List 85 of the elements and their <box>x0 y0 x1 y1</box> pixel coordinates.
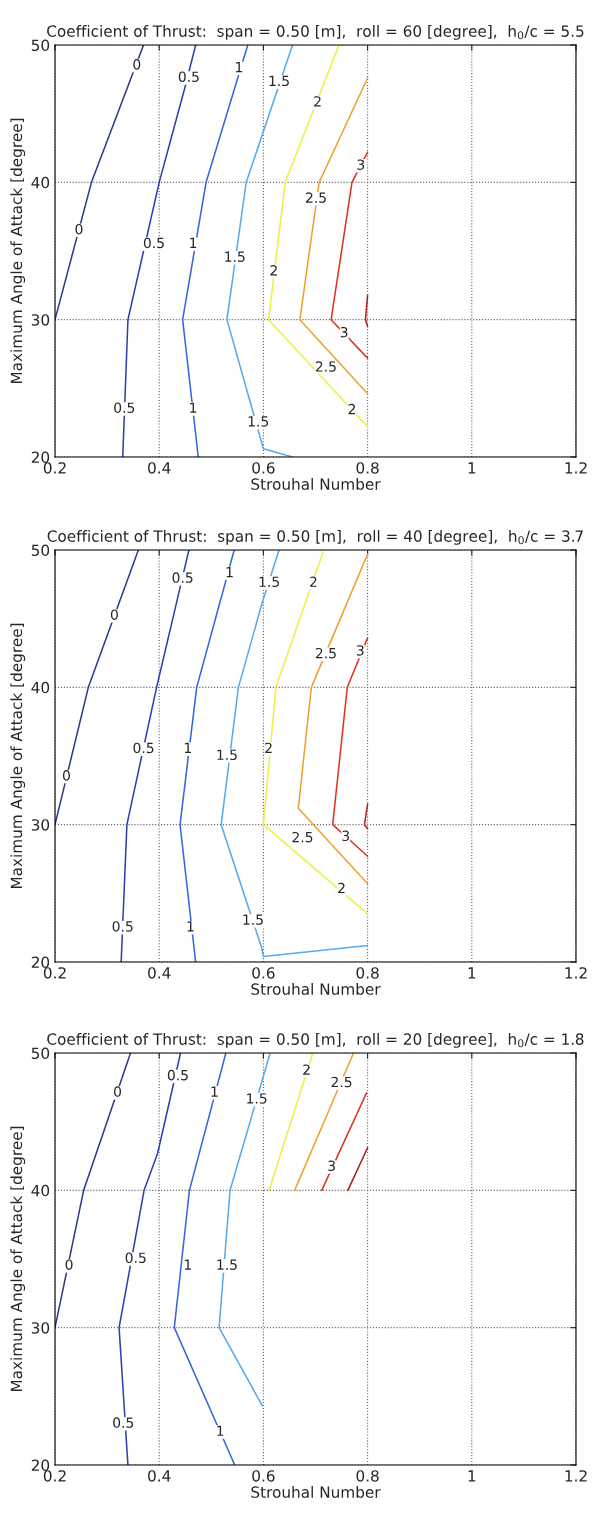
annotation: 3 <box>340 326 348 338</box>
annotation: 1 <box>187 921 194 932</box>
annotation: 1 <box>184 742 191 753</box>
annotation: 1 <box>226 567 233 578</box>
annotation: 1 <box>184 1259 191 1270</box>
annotation: 0 <box>110 609 118 620</box>
annotation: 1 <box>190 402 197 413</box>
x-tick-label: 0.4 <box>148 1470 171 1482</box>
chart-title: Coefficient of Thrust: span = 0.50 [m], roll = 20 [degree], h$_{0}$/c = 1.8 <box>47 1033 584 1048</box>
annotation: 2.5 <box>315 647 336 659</box>
x-tick-label: 1 <box>468 967 476 979</box>
annotation: 3 <box>342 830 350 842</box>
x-tick-label: 0.8 <box>356 967 379 979</box>
annotation: 1 <box>211 1086 218 1097</box>
y-tick-label: 40 <box>31 1184 50 1197</box>
annotation: 2.5 <box>305 192 326 203</box>
chart-title: Coefficient of Thrust: span = 0.50 [m], roll = 40 [degree], h$_{0}$/c = 3.7 <box>47 530 583 545</box>
annotation: 1.5 <box>243 914 263 925</box>
annotation: 2 <box>338 882 345 894</box>
x-tick-label: 0.4 <box>148 967 171 979</box>
annotation: 0 <box>62 770 70 781</box>
x-tick-label: 1.2 <box>565 462 587 474</box>
annotation: 1.5 <box>259 576 279 587</box>
annotation: 3 <box>356 645 364 656</box>
annotation: 0.5 <box>172 572 193 583</box>
x-tick-label: 0.2 <box>43 1470 66 1482</box>
annotation: 3 <box>328 1160 335 1172</box>
annotation: 2 <box>265 742 272 753</box>
y-axis-title: Maximum Angle of Attack [degree] <box>10 623 26 889</box>
x-tick-label: 0.2 <box>43 967 66 979</box>
annotation: 1.5 <box>217 749 237 761</box>
x-axis-title: Strouhal Number <box>251 983 381 995</box>
annotation: 2.5 <box>292 831 313 843</box>
annotation: 0.5 <box>113 1417 134 1428</box>
x-tick-label: 1 <box>468 462 476 474</box>
y-tick-label: 30 <box>31 819 50 831</box>
x-tick-label: 0.6 <box>252 1470 275 1482</box>
annotation: 0.5 <box>125 1252 146 1264</box>
annotation: 0 <box>133 59 141 70</box>
x-tick-label: 0.8 <box>356 462 379 474</box>
y-tick-label: 40 <box>31 681 50 694</box>
x-axis-title: Strouhal Number <box>251 478 381 490</box>
annotation: 3 <box>357 159 365 170</box>
y-tick-label: 40 <box>31 176 50 189</box>
annotation: 0 <box>75 223 83 235</box>
annotation: 1 <box>190 237 197 248</box>
chart-title: Coefficient of Thrust: span = 0.50 [m], roll = 60 [degree], h$_{0}$/c = 5.5 <box>47 25 584 40</box>
annotation: 0 <box>114 1086 122 1097</box>
y-tick-label: 50 <box>31 1047 50 1060</box>
annotation: 0.5 <box>112 921 133 932</box>
x-tick-label: 0.2 <box>43 462 66 474</box>
annotation: 2 <box>303 1064 310 1075</box>
y-tick-label: 30 <box>31 314 50 326</box>
x-tick-label: 0.6 <box>252 462 275 474</box>
x-tick-label: 1.2 <box>565 1470 587 1482</box>
annotation: 2 <box>348 403 355 415</box>
annotation: 1.5 <box>225 251 245 262</box>
annotation: 0.5 <box>133 742 154 754</box>
annotation: 1.5 <box>269 75 289 87</box>
x-tick-label: 1 <box>468 1470 476 1482</box>
x-tick-label: 1.2 <box>565 967 587 979</box>
annotation: 1 <box>217 1425 224 1436</box>
y-axis-title: Maximum Angle of Attack [degree] <box>10 1126 26 1392</box>
annotation: 0.5 <box>143 237 164 249</box>
annotation: 2 <box>270 265 277 276</box>
y-tick-label: 30 <box>31 1322 50 1334</box>
annotation: 0.5 <box>114 402 135 413</box>
annotation: 2.5 <box>315 361 336 372</box>
annotation: 1.5 <box>247 1093 267 1104</box>
annotation: 1.5 <box>248 416 269 427</box>
annotation: 0.5 <box>167 1069 188 1081</box>
annotation: 2 <box>314 96 321 107</box>
annotation: 1.5 <box>217 1259 237 1270</box>
y-tick-label: 50 <box>31 544 50 557</box>
x-tick-label: 0.8 <box>356 1470 379 1482</box>
x-tick-label: 0.4 <box>148 462 171 474</box>
x-tick-label: 0.6 <box>252 967 275 979</box>
y-tick-label: 50 <box>31 39 50 52</box>
annotation: 1 <box>236 62 243 73</box>
annotation: 2.5 <box>331 1076 352 1088</box>
y-axis-title: Maximum Angle of Attack [degree] <box>10 118 26 384</box>
annotation: 2 <box>310 576 317 587</box>
annotation: 0 <box>65 1259 73 1270</box>
annotation: 0.5 <box>178 71 199 82</box>
x-axis-title: Strouhal Number <box>251 1486 381 1498</box>
